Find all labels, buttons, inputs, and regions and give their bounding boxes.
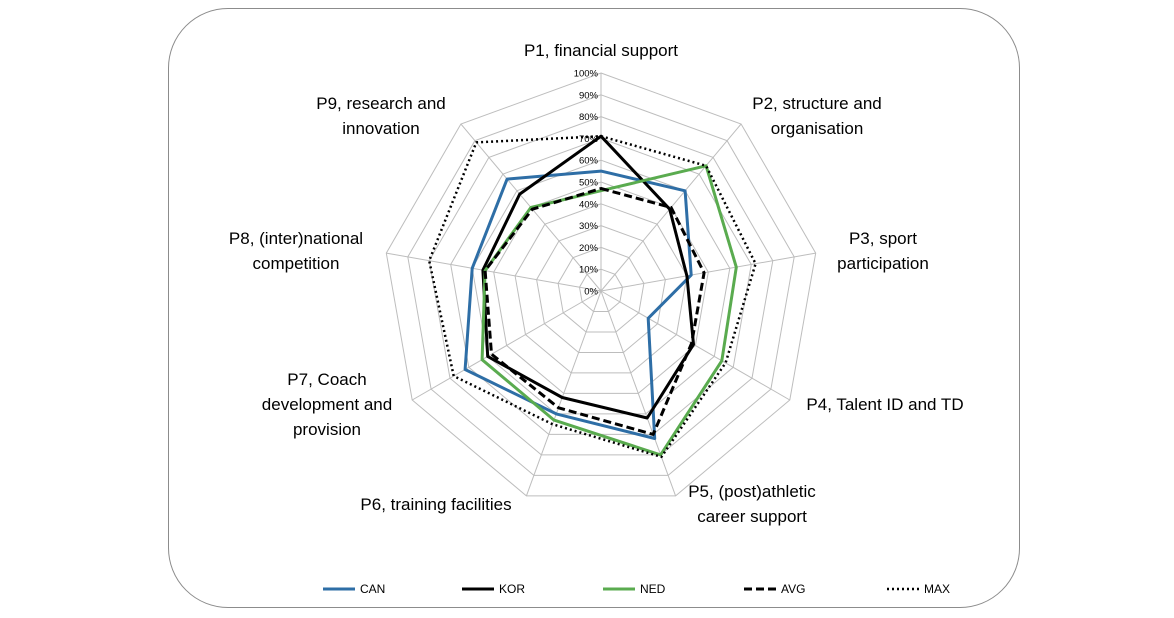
grid-ring-90 xyxy=(407,94,795,476)
tick-label: 90% xyxy=(579,90,599,101)
legend-label-avg: AVG xyxy=(781,582,805,596)
grid-ring-60 xyxy=(471,159,731,415)
series-kor xyxy=(481,134,695,420)
grid-spoke xyxy=(525,290,602,497)
tick-label: 60% xyxy=(579,156,599,167)
axis-label-p9: P9, research and innovation xyxy=(316,94,445,138)
tick-label: 0% xyxy=(584,287,598,298)
legend-label-max: MAX xyxy=(924,582,950,596)
radial-tick-labels: 0% 10% 20% 30% 40% 50% 60% 70% 80% 90% 100% xyxy=(574,69,599,298)
legend: CAN KOR NED AVG MAX xyxy=(323,582,950,596)
tick-label: 40% xyxy=(579,199,599,210)
grid-spoke xyxy=(600,290,791,401)
axis-label-p1: P1, financial support xyxy=(524,41,678,60)
grid-spoke xyxy=(600,252,816,292)
chart-frame xyxy=(168,8,1020,608)
tick-label: 10% xyxy=(579,265,599,276)
axis-label-p2: P2, structure and organisation xyxy=(752,94,881,138)
series-can xyxy=(463,169,693,440)
axis-label-p7: P7, Coach development and provision xyxy=(262,370,392,439)
series-max xyxy=(427,134,757,459)
tick-label: 50% xyxy=(579,178,599,189)
grid-ring-80 xyxy=(428,116,774,456)
grid-spoke xyxy=(411,290,602,401)
grid-ring-20 xyxy=(557,246,645,333)
axis-label-p6: P6, training facilities xyxy=(360,495,511,514)
grid-ring-100 xyxy=(385,72,817,497)
tick-label: 70% xyxy=(579,134,599,145)
grid-ring-30 xyxy=(536,225,666,353)
axis-label-p3: P3, sport participation xyxy=(837,229,929,273)
axis-label-p8: P8, (inter)national competition xyxy=(229,229,363,273)
axis-label-p4: P4, Talent ID and TD xyxy=(806,395,963,414)
legend-label-ned: NED xyxy=(640,582,666,596)
legend-label-can: CAN xyxy=(360,582,385,596)
grid-spoke xyxy=(600,290,677,497)
legend-label-kor: KOR xyxy=(499,582,525,596)
axis-label-p5: P5, (post)athletic career support xyxy=(688,482,816,526)
grid-ring-10 xyxy=(578,268,624,312)
grid-ring-40 xyxy=(514,203,688,374)
tick-label: 80% xyxy=(579,112,599,123)
tick-label: 20% xyxy=(579,243,599,254)
grid-spoke xyxy=(386,252,602,292)
axis-labels: P1, financial support P2, structure and or… xyxy=(229,41,964,526)
tick-label: 100% xyxy=(574,69,599,80)
data-series xyxy=(427,134,757,459)
tick-label: 30% xyxy=(579,221,599,232)
series-avg xyxy=(483,187,706,436)
series-ned xyxy=(480,164,738,457)
